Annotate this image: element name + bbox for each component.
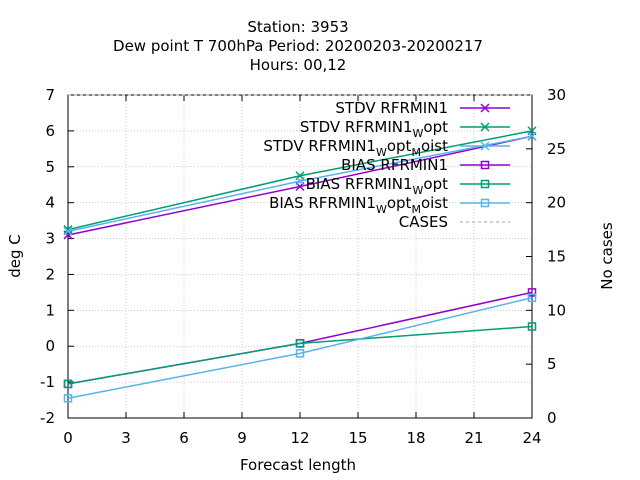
legend-subscript: W — [413, 127, 424, 140]
legend-text: opt — [387, 137, 412, 155]
legend-text: opt — [423, 118, 448, 136]
legend-item-1: STDV RFRMIN1Wopt — [300, 118, 510, 140]
y-tick-label: -1 — [40, 373, 55, 391]
marker-stroke — [480, 103, 490, 113]
y-tick-label: 6 — [45, 122, 55, 140]
series-5 — [63, 293, 537, 403]
legend-text: STDV RFRMIN1 — [300, 118, 413, 136]
x-tick-label: 12 — [290, 429, 309, 447]
x-tick-label: 24 — [522, 429, 541, 447]
y-tick-label: 4 — [45, 194, 55, 212]
title-line-1: Dew point T 700hPa Period: 20200203-2020… — [113, 37, 483, 55]
y-tick-label: 3 — [45, 230, 55, 248]
legend-text: STDV RFRMIN1 — [263, 137, 376, 155]
y2-tick-label: 10 — [547, 301, 566, 319]
title-line-0: Station: 3953 — [247, 18, 348, 36]
series-2 — [63, 131, 537, 236]
legend-marker — [480, 141, 490, 151]
x-tick-label: 21 — [464, 429, 483, 447]
marker-stroke — [480, 141, 490, 151]
legend-text: oist — [421, 137, 448, 155]
y2-tick-label: 20 — [547, 194, 566, 212]
legend-text: BIAS RFRMIN1 — [306, 175, 413, 193]
marker-stroke — [527, 131, 537, 141]
x-axis-title: Forecast length — [240, 456, 356, 474]
series-line — [67, 297, 533, 399]
legend-item-4: BIAS RFRMIN1Wopt — [306, 175, 510, 197]
legend-label: STDV RFRMIN1 — [335, 99, 448, 117]
legend-marker — [480, 198, 490, 208]
y-axis-title: deg C — [6, 234, 24, 278]
title-line-2: Hours: 00,12 — [250, 56, 347, 74]
legend-label: STDV RFRMIN1Wopt — [300, 118, 448, 140]
series — [63, 94, 537, 403]
data-point — [63, 225, 73, 235]
marker-stroke — [63, 225, 73, 235]
legend-subscript: W — [413, 184, 424, 197]
legend-text: BIAS RFRMIN1 — [341, 156, 448, 174]
legend-text: STDV RFRMIN1 — [335, 99, 448, 117]
legend-subscript: W — [376, 146, 387, 159]
y2-axis-title: No cases — [598, 222, 616, 290]
data-point — [295, 339, 305, 348]
x-tick-label: 15 — [348, 429, 367, 447]
y-tick-label: 1 — [45, 301, 55, 319]
y-tick-label: 7 — [45, 86, 55, 104]
data-point — [527, 288, 537, 297]
legend-label: STDV RFRMIN1WoptMoist — [263, 137, 448, 159]
series-line — [67, 325, 533, 385]
y-tick-label: 5 — [45, 158, 55, 176]
legend-label: BIAS RFRMIN1 — [341, 156, 448, 174]
legend-subscript: M — [411, 203, 421, 216]
marker-stroke — [63, 226, 73, 236]
y-tick-label: -2 — [40, 409, 55, 427]
legend-text: BIAS RFRMIN1 — [269, 194, 376, 212]
legend-text: CASES — [399, 213, 448, 231]
legend-text: opt — [423, 175, 448, 193]
legend-marker — [480, 122, 490, 132]
data-point — [63, 226, 73, 236]
data-point — [527, 131, 537, 141]
x-tick-label: 6 — [179, 429, 189, 447]
data-point — [63, 379, 73, 389]
data-point — [63, 394, 73, 403]
data-point — [527, 293, 537, 303]
y2-tick-label: 5 — [547, 355, 557, 373]
x-tick-label: 9 — [237, 429, 247, 447]
x-tick-label: 18 — [406, 429, 425, 447]
y-tick-label: 2 — [45, 265, 55, 283]
legend-marker — [480, 179, 490, 189]
data-point — [527, 322, 537, 331]
x-tick-label: 3 — [121, 429, 131, 447]
series-4 — [63, 322, 537, 389]
legend-item-2: STDV RFRMIN1WoptMoist — [263, 137, 510, 159]
legend-subscript: W — [376, 203, 387, 216]
legend-label: CASES — [399, 213, 448, 231]
marker-stroke — [295, 176, 305, 186]
y2-tick-label: 0 — [547, 409, 557, 427]
legend-text: opt — [387, 194, 412, 212]
legend-item-6: CASES — [399, 213, 510, 231]
legend-text: oist — [421, 194, 448, 212]
legend-item-0: STDV RFRMIN1 — [335, 99, 510, 117]
data-point — [295, 176, 305, 186]
marker-stroke — [480, 122, 490, 132]
y2-tick-label: 15 — [547, 248, 566, 266]
legend-item-5: BIAS RFRMIN1WoptMoist — [269, 194, 510, 216]
legend-marker — [480, 103, 490, 113]
legend-label: BIAS RFRMIN1Wopt — [306, 175, 448, 197]
y2-tick-label: 30 — [547, 86, 566, 104]
x-tick-label: 0 — [63, 429, 73, 447]
legend-subscript: M — [411, 146, 421, 159]
legend-marker — [480, 160, 490, 170]
y2-tick-label: 25 — [547, 140, 566, 158]
data-point — [295, 349, 305, 358]
legend-item-3: BIAS RFRMIN1 — [341, 156, 510, 174]
y-tick-label: 0 — [45, 337, 55, 355]
legend-label: BIAS RFRMIN1WoptMoist — [269, 194, 448, 216]
